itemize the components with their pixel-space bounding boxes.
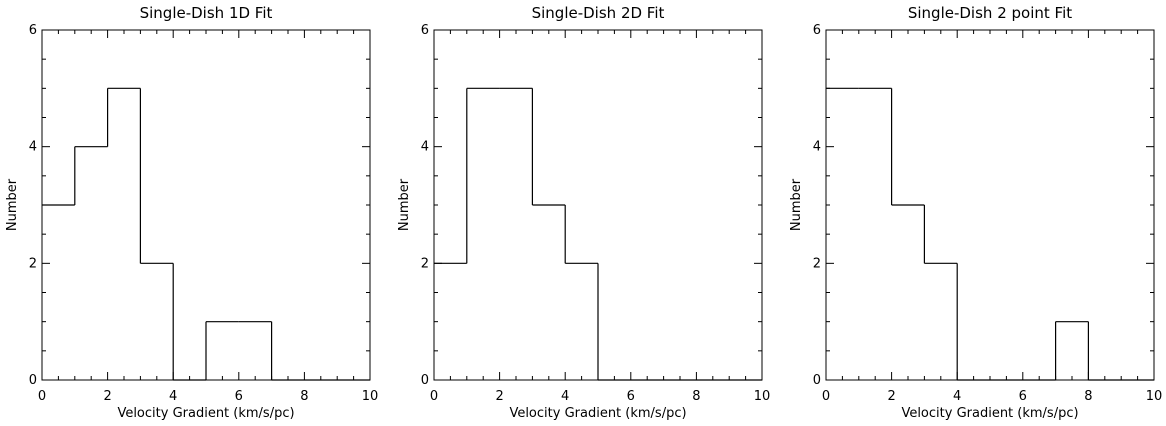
y-tick-label: 0 [421,373,429,388]
histogram-panel-1: Single-Dish 1D Fit 0 2 4 6 8 10 0 2 4 6 Velocity Gr… [5,4,378,421]
x-tick-label: 2 [887,389,895,404]
x-axis-label: Velocity Gradient (km/s/pc) [117,406,294,421]
y-tick-label: 6 [421,23,429,38]
x-tick-label: 2 [103,389,111,404]
y-tick-label: 6 [29,23,37,38]
x-tick-label: 8 [692,389,700,404]
x-tick-label: 0 [430,389,438,404]
chart-title: Single-Dish 1D Fit [140,4,273,22]
y-axis-label: Number [397,178,412,231]
x-tick-label: 6 [1019,389,1027,404]
histogram-panel-3: Single-Dish 2 point Fit 0 2 4 6 8 10 0 2 4 6 Veloci… [789,4,1162,421]
y-tick-label: 4 [29,140,37,155]
y-tick-label: 2 [29,256,37,271]
y-tick-label: 2 [813,256,821,271]
x-tick-label: 4 [169,389,177,404]
x-axis-label: Velocity Gradient (km/s/pc) [901,406,1078,421]
x-tick-label: 10 [362,389,379,404]
y-axis-label: Number [789,178,804,231]
y-tick-label: 0 [813,373,821,388]
y-axis-label: Number [5,178,20,231]
x-tick-label: 0 [38,389,46,404]
y-tick-label: 0 [29,373,37,388]
x-tick-label: 8 [300,389,308,404]
x-tick-label: 10 [1146,389,1163,404]
x-tick-label: 6 [235,389,243,404]
x-tick-label: 2 [495,389,503,404]
x-tick-label: 4 [561,389,569,404]
histogram-panel-2: Single-Dish 2D Fit 0 2 4 6 8 10 0 2 4 6 Velocity Gr… [397,4,770,421]
chart-title: Single-Dish 2 point Fit [908,4,1072,22]
y-tick-label: 4 [813,140,821,155]
x-tick-label: 6 [627,389,635,404]
y-tick-label: 4 [421,140,429,155]
x-tick-label: 8 [1084,389,1092,404]
x-tick-label: 0 [822,389,830,404]
plot-frame [825,29,1155,381]
x-tick-label: 10 [754,389,771,404]
y-tick-label: 6 [813,23,821,38]
y-tick-label: 2 [421,256,429,271]
x-tick-label: 4 [953,389,961,404]
x-axis-label: Velocity Gradient (km/s/pc) [509,406,686,421]
chart-title: Single-Dish 2D Fit [532,4,665,22]
